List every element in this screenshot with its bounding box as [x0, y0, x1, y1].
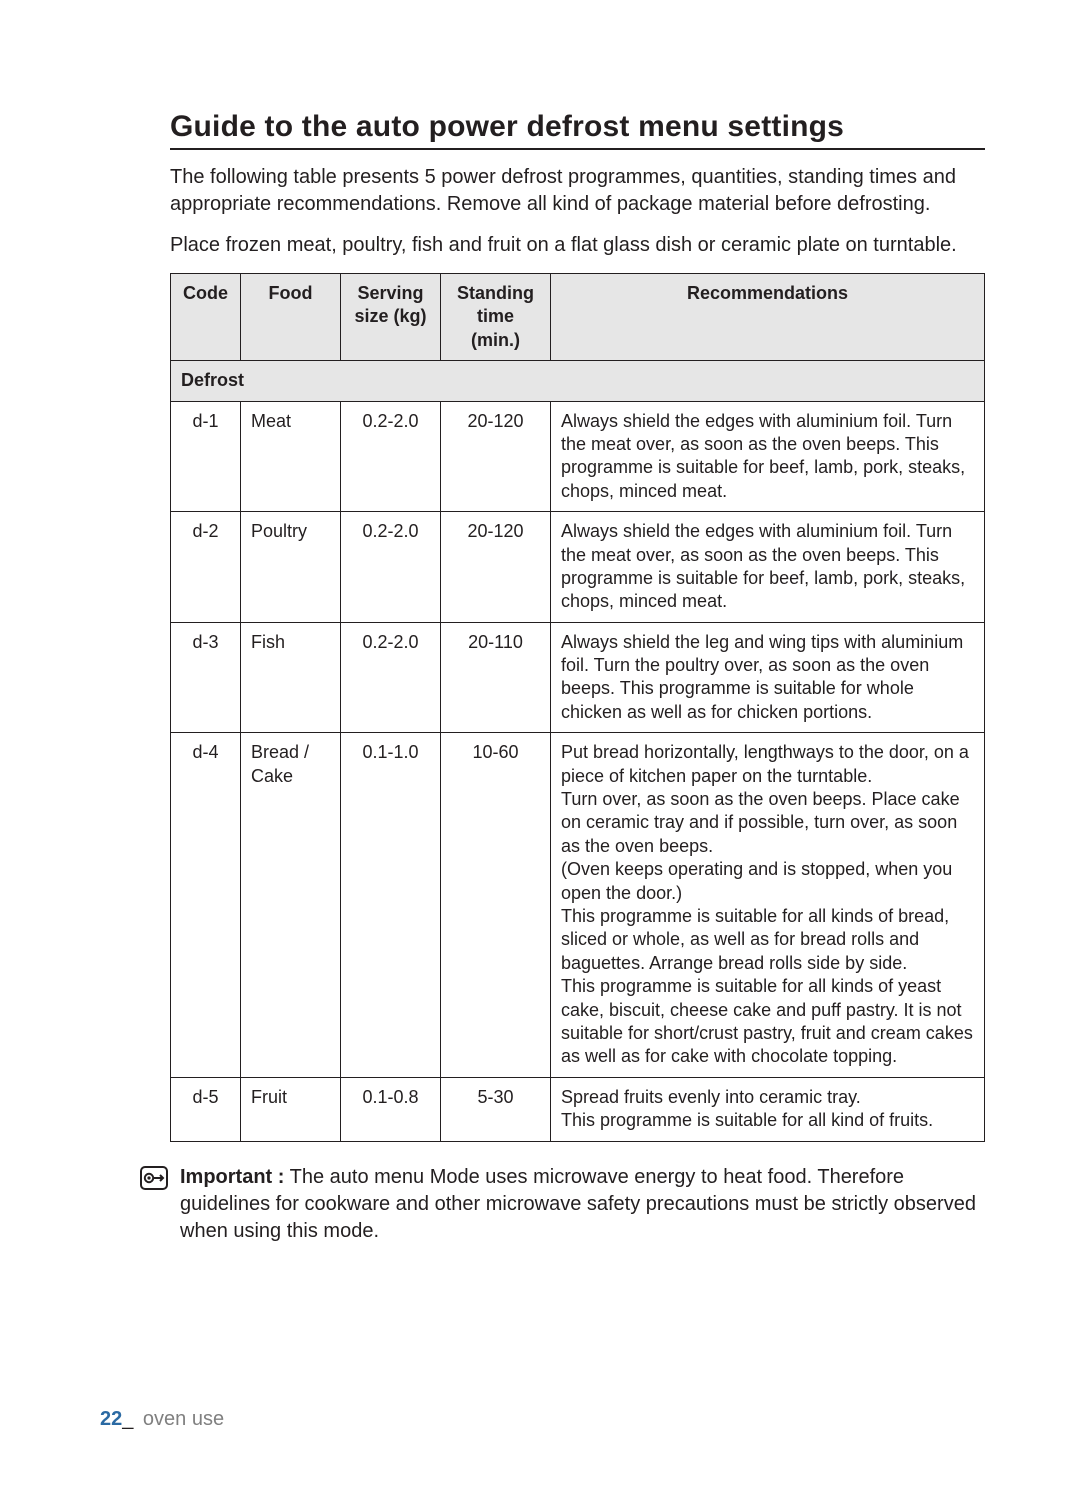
note-text: Important : The auto menu Mode uses micr…: [180, 1164, 985, 1245]
section-row: Defrost: [171, 361, 985, 401]
important-note: Important : The auto menu Mode uses micr…: [140, 1164, 985, 1245]
cell-recommendation: Always shield the edges with aluminium f…: [551, 401, 985, 512]
title-rule: [170, 148, 985, 150]
cell-recommendation: Always shield the edges with aluminium f…: [551, 512, 985, 623]
cell-recommendation: Spread fruits evenly into ceramic tray. …: [551, 1077, 985, 1141]
cell-size: 0.1-0.8: [341, 1077, 441, 1141]
cell-code: d-1: [171, 401, 241, 512]
cell-time: 20-110: [441, 622, 551, 733]
cell-recommendation: Put bread horizontally, lengthways to th…: [551, 733, 985, 1077]
header-food: Food: [241, 274, 341, 361]
intro-paragraph-2: Place frozen meat, poultry, fish and fru…: [170, 232, 985, 259]
intro-paragraph-1: The following table presents 5 power def…: [170, 164, 985, 218]
cell-food: Bread / Cake: [241, 733, 341, 1077]
header-code: Code: [171, 274, 241, 361]
table-row: d-2Poultry0.2-2.020-120Always shield the…: [171, 512, 985, 623]
note-body: The auto menu Mode uses microwave energy…: [180, 1166, 976, 1242]
cell-code: d-4: [171, 733, 241, 1077]
header-time: Standing time (min.): [441, 274, 551, 361]
defrost-table: Code Food Serving size (kg) Standing tim…: [170, 273, 985, 1142]
note-icon: [140, 1166, 168, 1190]
cell-recommendation: Always shield the leg and wing tips with…: [551, 622, 985, 733]
page-title: Guide to the auto power defrost menu set…: [170, 110, 985, 144]
cell-time: 5-30: [441, 1077, 551, 1141]
cell-size: 0.2-2.0: [341, 512, 441, 623]
cell-food: Poultry: [241, 512, 341, 623]
page-number: 22: [100, 1408, 122, 1430]
header-rec: Recommendations: [551, 274, 985, 361]
cell-food: Meat: [241, 401, 341, 512]
footer-sep: _: [122, 1408, 133, 1430]
table-row: d-4Bread / Cake0.1-1.010-60Put bread hor…: [171, 733, 985, 1077]
table-row: d-3Fish0.2-2.020-110Always shield the le…: [171, 622, 985, 733]
cell-size: 0.2-2.0: [341, 622, 441, 733]
page: Guide to the auto power defrost menu set…: [0, 0, 1080, 1491]
note-lead: Important :: [180, 1166, 284, 1188]
header-size: Serving size (kg): [341, 274, 441, 361]
cell-time: 20-120: [441, 401, 551, 512]
cell-size: 0.1-1.0: [341, 733, 441, 1077]
footer-section: oven use: [137, 1408, 224, 1430]
cell-food: Fruit: [241, 1077, 341, 1141]
cell-food: Fish: [241, 622, 341, 733]
table-header: Code Food Serving size (kg) Standing tim…: [171, 274, 985, 361]
cell-time: 10-60: [441, 733, 551, 1077]
section-label: Defrost: [171, 361, 985, 401]
table-body: Defrost d-1Meat0.2-2.020-120Always shiel…: [171, 361, 985, 1141]
cell-time: 20-120: [441, 512, 551, 623]
cell-code: d-3: [171, 622, 241, 733]
table-row: d-1Meat0.2-2.020-120Always shield the ed…: [171, 401, 985, 512]
page-footer: 22_ oven use: [100, 1408, 224, 1431]
table-row: d-5Fruit0.1-0.85-30Spread fruits evenly …: [171, 1077, 985, 1141]
cell-size: 0.2-2.0: [341, 401, 441, 512]
cell-code: d-2: [171, 512, 241, 623]
cell-code: d-5: [171, 1077, 241, 1141]
